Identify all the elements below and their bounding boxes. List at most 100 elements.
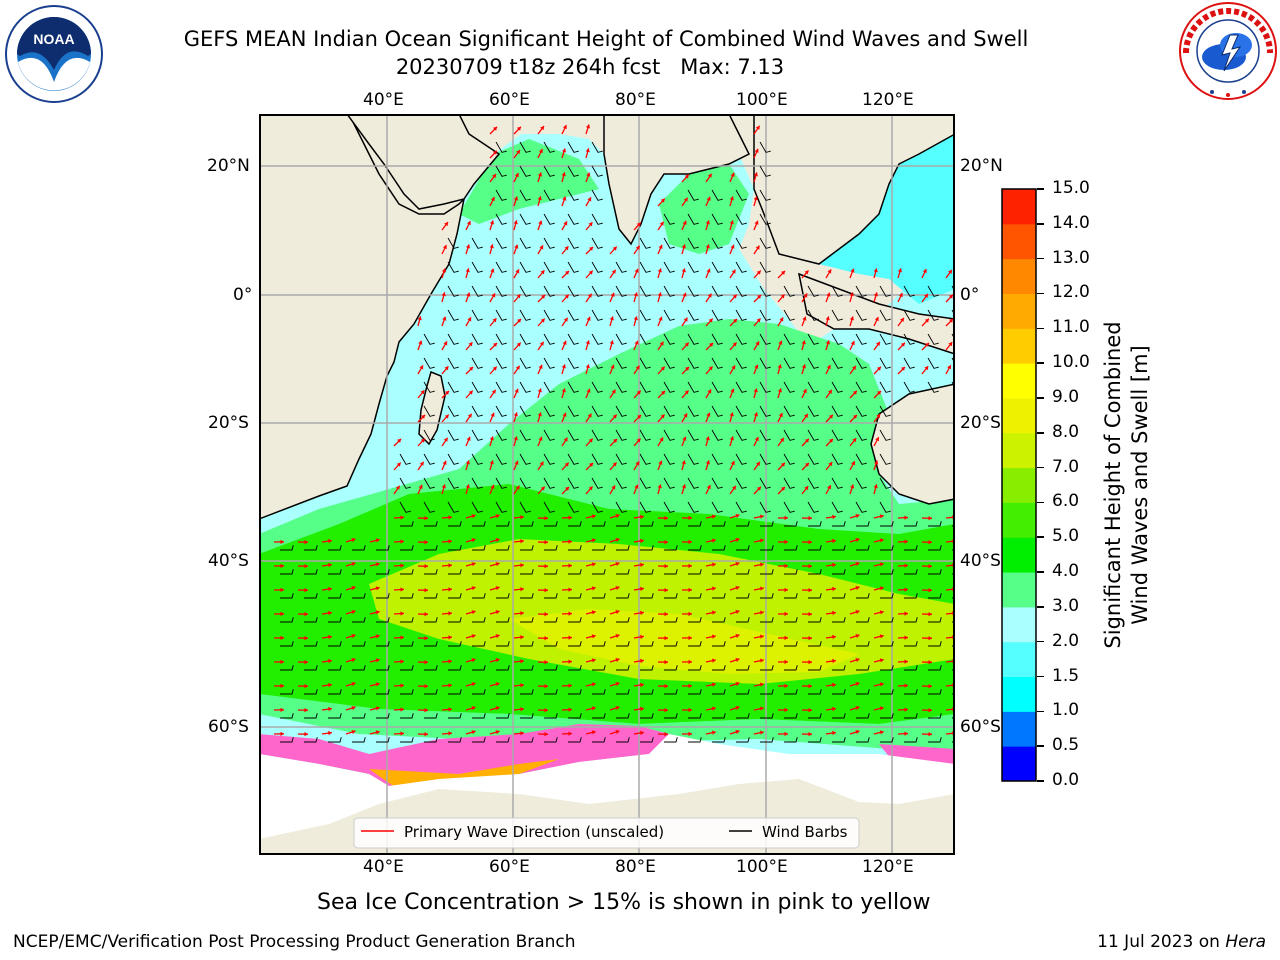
wind-barb [832, 737, 846, 743]
wind-barb [544, 593, 558, 599]
wave-arrow-head [591, 586, 596, 591]
wind-barb [280, 617, 294, 623]
wave-arrow-head [636, 438, 641, 443]
wind-barb [735, 501, 747, 513]
wave-arrow-head [780, 294, 785, 299]
wave-arrow-head [784, 659, 788, 665]
wind-barb [591, 501, 603, 513]
wind-barb [472, 569, 486, 575]
wind-barb [615, 357, 627, 369]
wind-barb [640, 713, 654, 719]
wind-barb [855, 429, 867, 441]
wind-barb [711, 285, 723, 297]
wave-arrow-head [784, 731, 788, 737]
wave-arrow-head [424, 660, 428, 665]
wind-barb [616, 617, 630, 623]
wave-arrow [945, 636, 954, 639]
wave-arrow-head [612, 246, 617, 251]
wind-barb [592, 593, 606, 599]
wind-barb [520, 569, 534, 575]
wave-arrow-head [471, 634, 476, 639]
wind-barb [496, 545, 510, 551]
wave-arrow-head [351, 682, 356, 687]
wave-arrow-head [640, 730, 644, 736]
wave-arrow-head [419, 365, 424, 370]
wave-arrow-head [424, 612, 428, 617]
wave-arrow-head [640, 610, 644, 616]
wave-arrow-head [904, 707, 908, 712]
wind-barb [639, 381, 651, 393]
wave-arrow-head [904, 659, 908, 664]
wind-barb [784, 641, 798, 647]
colorbar-segment [1002, 189, 1036, 225]
wave-arrow-head [328, 538, 332, 544]
wave-arrow-head [465, 268, 470, 273]
wind-barb [663, 405, 675, 417]
wind-barb [592, 689, 606, 695]
wind-barb [304, 569, 318, 575]
wind-barb [567, 501, 579, 513]
colorbar-segment [1002, 363, 1036, 399]
wind-barb [640, 665, 654, 671]
wind-barb [663, 357, 675, 369]
wave-arrow-head [828, 389, 832, 394]
wind-barb [735, 453, 747, 465]
wind-barb [664, 737, 678, 743]
colorbar-tick-mark [1037, 292, 1044, 295]
wind-barb [543, 405, 555, 417]
wave-arrow [945, 516, 954, 519]
legend-wave-direction: Primary Wave Direction (unscaled) [404, 823, 664, 841]
wave-arrow-head [781, 486, 785, 491]
wave-arrow-head [730, 388, 735, 393]
wind-barb [304, 641, 318, 647]
wave-arrow-head [804, 270, 809, 275]
wave-arrow-head [591, 538, 596, 543]
wave-arrow-head [520, 515, 524, 520]
wave-arrow-head [759, 538, 764, 543]
wind-barb [736, 593, 750, 599]
wave-arrow-head [705, 460, 710, 465]
wind-barb [783, 333, 795, 345]
wave-arrow-head [664, 587, 668, 593]
wave-arrow-head [540, 486, 545, 491]
wave-arrow-head [832, 730, 836, 736]
wind-barb [880, 545, 894, 551]
wind-barb [664, 521, 678, 527]
wave-arrow-head [562, 125, 567, 130]
wind-barb [543, 453, 555, 465]
wave-arrow-head [441, 484, 446, 489]
wave-arrow-head [280, 587, 284, 593]
wave-arrow-head [424, 564, 428, 569]
wave-arrow-head [328, 682, 332, 688]
wind-barb [423, 453, 435, 465]
wind-barb [783, 285, 795, 297]
wind-barb [447, 477, 459, 489]
wave-arrow-head [705, 220, 710, 225]
wave-arrow-head [615, 729, 620, 735]
wave-arrow-head [928, 540, 932, 545]
wave-arrow-head [441, 292, 446, 297]
wave-arrow-head [540, 318, 545, 323]
wind-barb [759, 477, 771, 489]
wave-arrow-head [874, 317, 879, 322]
wind-barb [519, 141, 531, 153]
wave-arrow-head [832, 562, 836, 568]
wind-barb [448, 569, 462, 575]
wind-barb [424, 569, 438, 575]
wave-arrow-head [448, 539, 452, 544]
wave-arrow-head [375, 586, 380, 591]
wind-barb [711, 213, 723, 225]
wave-arrow-head [688, 659, 692, 665]
wind-barb [927, 333, 939, 345]
wave-arrow-head [609, 316, 614, 321]
arabia-coast [346, 115, 501, 210]
wave-arrow-head [664, 515, 668, 521]
wind-barb [759, 381, 771, 393]
wind-barb [663, 333, 675, 345]
wind-barb [856, 737, 870, 743]
wind-barb [903, 357, 915, 369]
colorbar-tick-label: 1.0 [1052, 700, 1080, 721]
wind-barb [736, 737, 750, 743]
wave-arrow-head [874, 460, 879, 465]
wave-arrow-head [517, 318, 522, 323]
